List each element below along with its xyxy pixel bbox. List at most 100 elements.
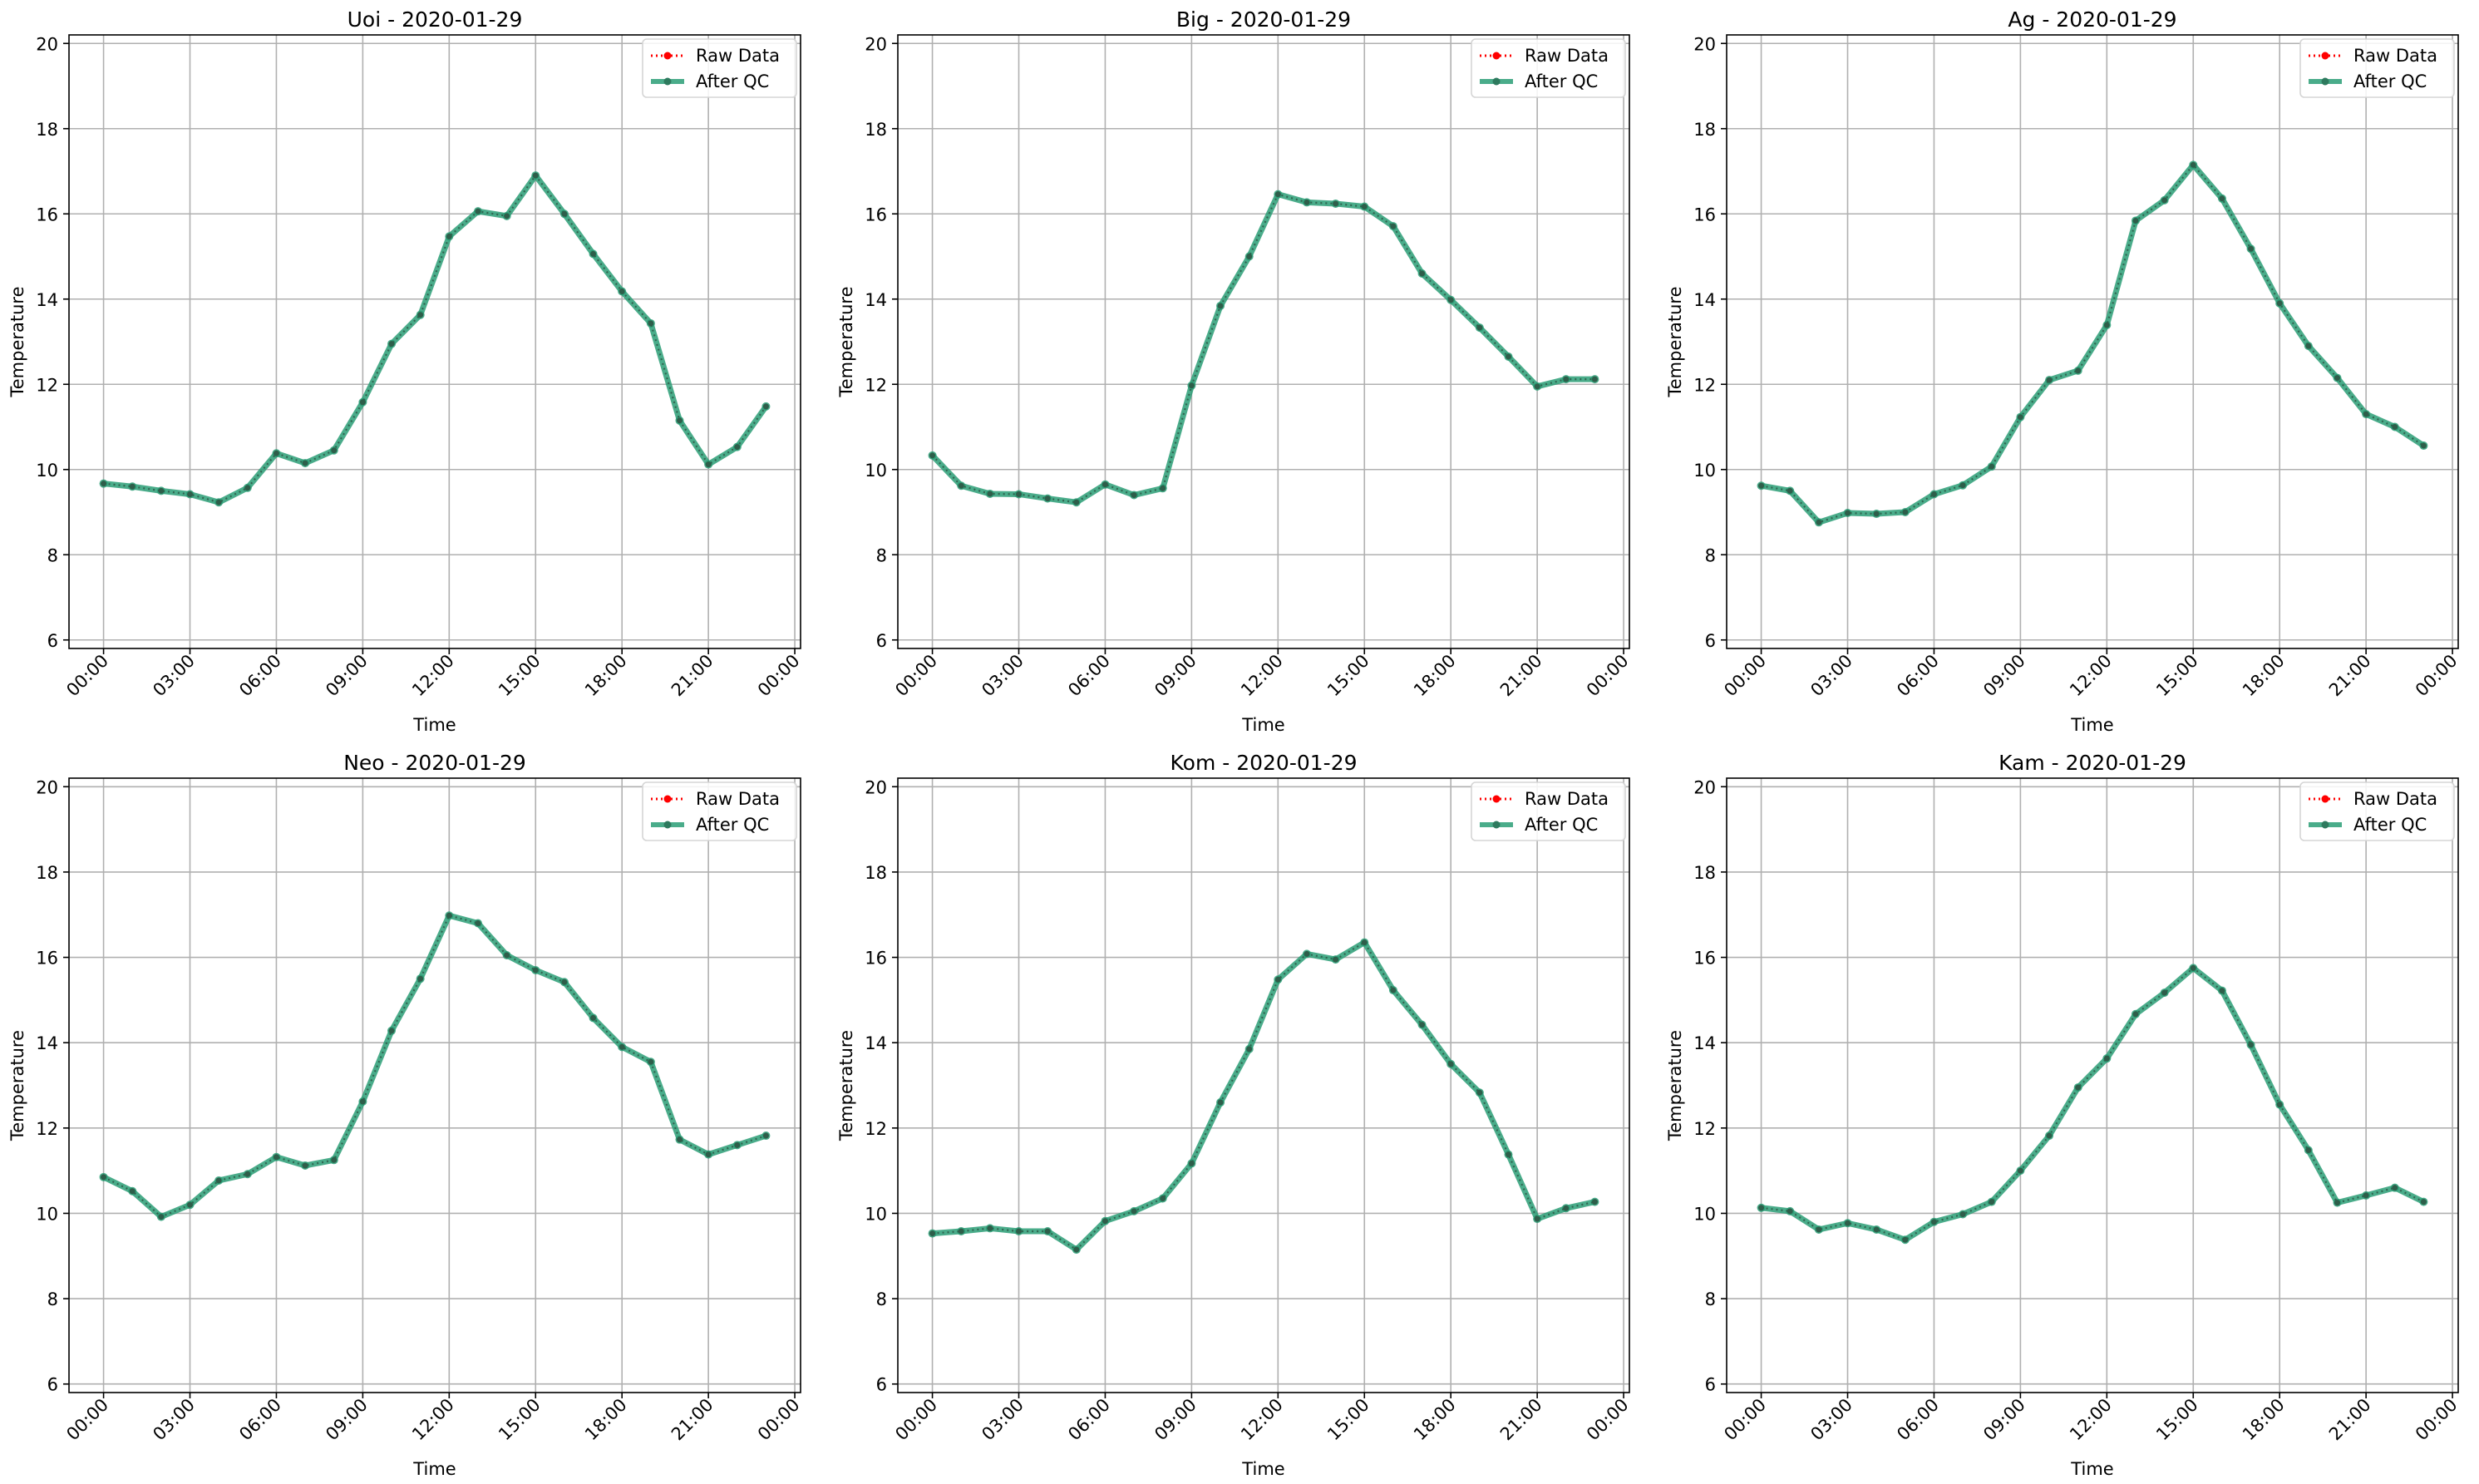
x-tick-label: 00:00 xyxy=(2412,1395,2462,1445)
x-tick-label: 09:00 xyxy=(322,1395,372,1445)
data-point-raw-data xyxy=(2334,1200,2340,1206)
x-tick-label: 06:00 xyxy=(1064,651,1114,701)
data-point-raw-data xyxy=(504,952,510,959)
data-point-raw-data xyxy=(1073,1246,1080,1253)
x-tick-label: 09:00 xyxy=(1979,1395,2029,1445)
x-tick-label: 15:00 xyxy=(1323,1395,1373,1445)
y-tick-label: 20 xyxy=(36,34,58,54)
y-tick-label: 16 xyxy=(865,949,887,969)
legend-marker-after-qc xyxy=(1492,821,1501,829)
data-point-raw-data xyxy=(1959,1210,1966,1217)
data-point-raw-data xyxy=(1902,509,1909,515)
x-tick-label: 09:00 xyxy=(1151,1395,1200,1445)
data-point-raw-data xyxy=(2046,1132,2053,1139)
axes-frame xyxy=(68,777,801,1393)
data-point-raw-data xyxy=(1333,200,1339,207)
x-tick-label: 21:00 xyxy=(2325,1395,2375,1445)
x-tick-label: 03:00 xyxy=(1806,1395,1856,1445)
data-point-raw-data xyxy=(2132,217,2139,224)
data-point-raw-data xyxy=(1016,491,1023,497)
data-point-raw-data xyxy=(1989,463,1995,470)
y-tick-label: 16 xyxy=(36,205,58,224)
data-point-raw-data xyxy=(1845,510,1851,516)
data-point-raw-data xyxy=(648,320,654,327)
series-after-qc xyxy=(1757,160,2428,527)
x-axis-label: Time xyxy=(1241,1459,1284,1479)
data-point-raw-data xyxy=(1758,482,1765,489)
y-tick-label: 20 xyxy=(865,34,887,54)
chart-panel-4: 6 8 10 12 14 16 18 20 00:00 03:00 06:00 09:00 12:00 1… xyxy=(7,751,804,1479)
series-line-after-qc xyxy=(930,191,1595,505)
data-point-raw-data xyxy=(2305,1147,2312,1154)
y-axis-label: Temperature xyxy=(7,1030,27,1141)
data-point-raw-data xyxy=(1873,1226,1880,1233)
series-raw-data xyxy=(101,912,769,1220)
data-point-raw-data xyxy=(1902,1236,1909,1243)
data-point-raw-data xyxy=(215,1177,222,1184)
data-point-raw-data xyxy=(1787,487,1793,494)
y-tick-label: 8 xyxy=(876,545,887,565)
chart-panel-5: 6 8 10 12 14 16 18 20 00:00 03:00 06:00 09:00 12:00 1… xyxy=(836,751,1633,1479)
legend-marker-after-qc xyxy=(663,821,672,829)
y-tick-label: 10 xyxy=(36,1204,58,1224)
y-tick-label: 18 xyxy=(865,120,887,140)
data-point-raw-data xyxy=(1274,976,1281,983)
data-point-raw-data xyxy=(158,1214,165,1220)
legend-label-raw-data: Raw Data xyxy=(2353,789,2437,809)
data-point-raw-data xyxy=(1816,1226,1822,1233)
data-point-raw-data xyxy=(1188,1160,1195,1166)
data-point-raw-data xyxy=(1044,495,1051,502)
data-point-raw-data xyxy=(388,1028,395,1034)
y-axis-label: Temperature xyxy=(1665,1030,1685,1141)
y-tick-label: 6 xyxy=(1705,1375,1716,1395)
x-tick-label: 06:00 xyxy=(1064,1395,1114,1445)
data-point-raw-data xyxy=(388,341,395,348)
legend: Raw Data After QC xyxy=(2299,38,2455,98)
y-tick-label: 20 xyxy=(36,777,58,797)
data-point-raw-data xyxy=(2161,989,2168,996)
series-raw-data xyxy=(1758,161,2427,525)
data-point-raw-data xyxy=(187,1201,194,1208)
data-point-raw-data xyxy=(2363,411,2369,417)
x-tick-label: 12:00 xyxy=(2066,651,2116,701)
x-tick-label: 15:00 xyxy=(1323,651,1373,701)
y-tick-label: 14 xyxy=(865,290,887,310)
chart-panel-3: 6 8 10 12 14 16 18 20 00:00 03:00 06:00 09:00 12:00 1… xyxy=(1665,7,2462,735)
x-tick-label: 21:00 xyxy=(1496,1395,1546,1445)
grid-lines xyxy=(898,778,1629,1393)
data-point-raw-data xyxy=(273,450,279,456)
chart-title: Kam - 2020-01-29 xyxy=(1998,751,2186,775)
data-point-raw-data xyxy=(1930,1219,1937,1225)
series-line-after-qc xyxy=(103,172,769,505)
data-point-raw-data xyxy=(1246,1046,1253,1053)
chart-title: Big - 2020-01-29 xyxy=(1176,7,1351,32)
series-line-raw-data xyxy=(103,914,766,1218)
y-tick-label: 12 xyxy=(36,1119,58,1139)
legend-marker-after-qc xyxy=(2321,821,2329,829)
data-point-raw-data xyxy=(762,1132,769,1139)
y-tick-label: 6 xyxy=(876,631,887,651)
data-point-raw-data xyxy=(1959,482,1966,489)
series-line-after-qc xyxy=(932,939,1596,1253)
chart-title: Ag - 2020-01-29 xyxy=(2008,7,2176,32)
data-point-raw-data xyxy=(2305,343,2312,349)
series-raw-data xyxy=(101,172,769,505)
y-tick-label: 16 xyxy=(36,949,58,969)
data-point-raw-data xyxy=(2276,300,2283,307)
y-tick-label: 12 xyxy=(865,1119,887,1139)
data-point-raw-data xyxy=(1447,297,1454,303)
data-point-raw-data xyxy=(359,1098,366,1105)
x-tick-label: 18:00 xyxy=(2239,1395,2289,1445)
data-point-raw-data xyxy=(1102,481,1108,488)
data-point-raw-data xyxy=(1160,485,1166,491)
x-axis-label: Time xyxy=(2070,715,2113,735)
x-tick-label: 12:00 xyxy=(1237,1395,1287,1445)
data-point-raw-data xyxy=(1131,1208,1137,1215)
data-point-raw-data xyxy=(2363,1192,2369,1199)
axes-frame xyxy=(1726,777,2459,1393)
x-tick-label: 00:00 xyxy=(2412,651,2462,701)
data-point-raw-data xyxy=(504,213,510,219)
data-point-raw-data xyxy=(619,1043,625,1050)
